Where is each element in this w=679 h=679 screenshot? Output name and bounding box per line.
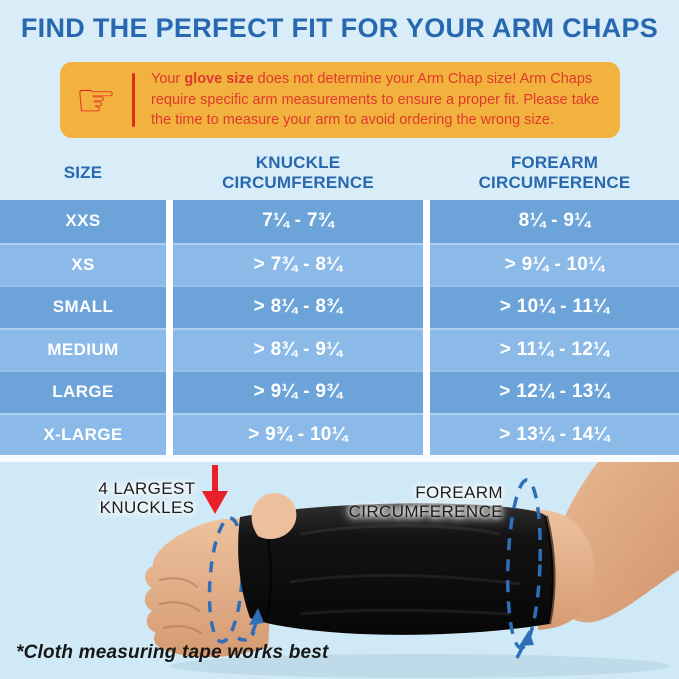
column-divider — [166, 242, 173, 285]
page-title: FIND THE PERFECT FIT FOR YOUR ARM CHAPS — [20, 13, 659, 43]
column-divider — [423, 242, 430, 285]
arm-shadow — [170, 654, 670, 678]
arm-chap-sleeve — [238, 503, 554, 635]
knuckle-arrowhead — [249, 608, 264, 625]
forearm-cell: > 11¼ - 12¼ — [430, 327, 679, 370]
size-cell: XXS — [0, 200, 166, 243]
forearm-cell: > 9¼ - 10¼ — [430, 242, 679, 285]
knuckles-label: 4 LARGEST KNUCKLES — [98, 479, 196, 517]
size-cell: XS — [0, 242, 166, 285]
column-divider — [423, 285, 430, 328]
forearm-cell: > 10¼ - 11¼ — [430, 285, 679, 328]
sleeve-end-edge — [544, 515, 556, 625]
thumb — [251, 493, 297, 539]
knuckle-arrow-shaft — [250, 619, 259, 635]
forearm-arrowhead — [519, 630, 534, 646]
size-cell: MEDIUM — [0, 327, 166, 370]
size-table: XXS 7¼ - 7¾ 8¼ - 9¼ XS > 7¾ - 8¼ > 9¼ - … — [0, 200, 679, 455]
size-cell: LARGE — [0, 370, 166, 413]
arm-illustration — [144, 462, 679, 678]
forearm-cell: 8¼ - 9¼ — [430, 200, 679, 243]
column-divider — [166, 200, 173, 243]
column-divider — [166, 370, 173, 413]
forearm-label: FOREARM CIRCUMFERENCE — [348, 483, 503, 521]
table-row-xs: XS > 7¾ - 8¼ > 9¼ - 10¼ — [0, 242, 679, 285]
pointing-hand-icon: ☞ — [75, 73, 117, 127]
column-header-forearm-circumference: FOREARM CIRCUMFERENCE — [478, 152, 631, 192]
knuckle-cell: 7¼ - 7¾ — [173, 200, 423, 243]
notice-text-prefix: Your — [151, 70, 185, 87]
notice-text: Your glove size does not determine your … — [135, 69, 620, 131]
knuckle-cell: > 8¼ - 8¾ — [173, 285, 423, 328]
column-divider — [423, 370, 430, 413]
red-arrow-head — [202, 491, 228, 514]
fabric-folds — [289, 524, 521, 616]
column-divider — [423, 412, 430, 455]
column-header-knuckle-circumference: KNUCKLE CIRCUMFERENCE — [222, 152, 374, 192]
table-row-medium: MEDIUM > 8¾ - 9¼ > 11¼ - 12¼ — [0, 327, 679, 370]
section-divider — [0, 455, 679, 462]
column-divider — [166, 285, 173, 328]
column-divider — [166, 327, 173, 370]
measurement-photo: 4 LARGEST KNUCKLES FOREARM CIRCUMFERENCE… — [0, 462, 679, 679]
table-row-large: LARGE > 9¼ - 9¾ > 12¼ - 13¼ — [0, 370, 679, 413]
size-cell: SMALL — [0, 285, 166, 328]
notice-divider — [132, 73, 135, 127]
forearm-cell: > 13¼ - 14¼ — [430, 412, 679, 455]
knuckle-cell: > 7¾ - 8¼ — [173, 242, 423, 285]
forearm-cell: > 12¼ - 13¼ — [430, 370, 679, 413]
table-row-xxs: XXS 7¼ - 7¾ 8¼ - 9¼ — [0, 200, 679, 243]
column-divider — [423, 327, 430, 370]
notice-box: ☞ Your glove size does not determine you… — [60, 62, 620, 138]
size-cell: X-LARGE — [0, 412, 166, 455]
finger-creases — [159, 577, 202, 634]
column-divider — [166, 412, 173, 455]
knuckle-cell: > 8¾ - 9¼ — [173, 327, 423, 370]
measuring-tape-footnote: *Cloth measuring tape works best — [16, 642, 329, 663]
column-header-size: SIZE — [63, 162, 103, 182]
knuckle-cell: > 9¼ - 9¾ — [173, 370, 423, 413]
column-divider — [423, 200, 430, 243]
table-row-small: SMALL > 8¼ - 8¾ > 10¼ - 11¼ — [0, 285, 679, 328]
knuckle-cell: > 9¾ - 10¼ — [173, 412, 423, 455]
table-row-x-large: X-LARGE > 9¾ - 10¼ > 13¼ - 14¼ — [0, 412, 679, 455]
notice-text-bold: glove size — [184, 70, 254, 87]
table-header-row: SIZE KNUCKLE CIRCUMFERENCE FOREARM CIRCU… — [0, 148, 679, 198]
notice-text-rest: does not determine your Arm Chap size! A… — [151, 70, 600, 129]
